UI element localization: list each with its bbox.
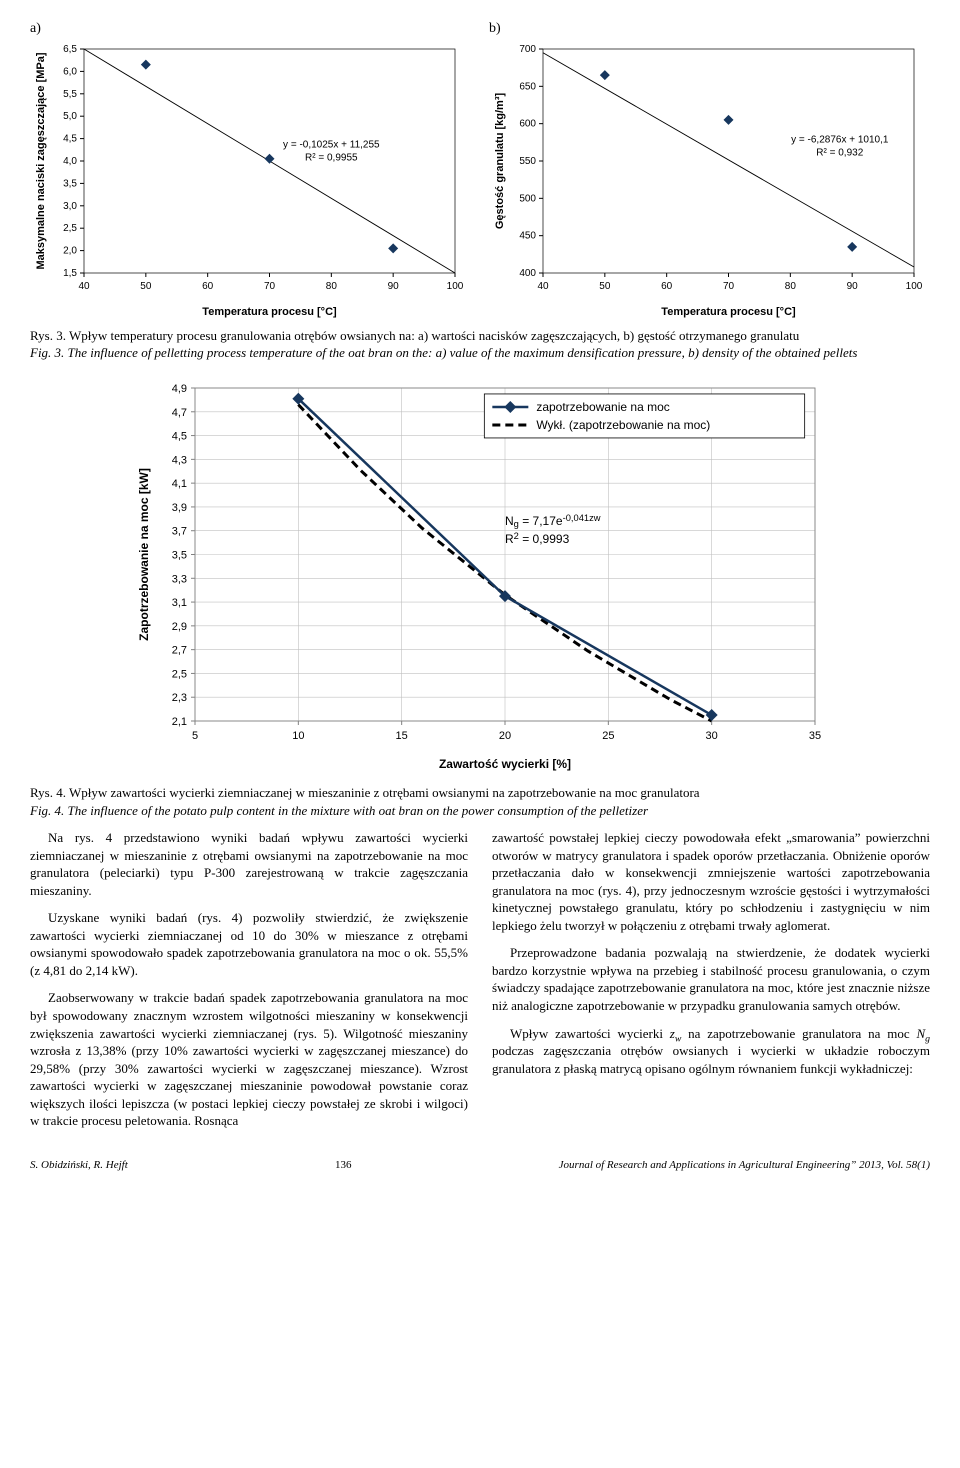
svg-text:80: 80	[785, 281, 797, 292]
svg-text:Zawartość wycierki [%]: Zawartość wycierki [%]	[439, 757, 571, 771]
svg-text:zapotrzebowanie na moc: zapotrzebowanie na moc	[536, 400, 669, 414]
svg-text:50: 50	[140, 281, 152, 292]
svg-text:y = -6,2876x + 1010,1: y = -6,2876x + 1010,1	[791, 134, 889, 145]
svg-text:35: 35	[809, 730, 821, 742]
svg-text:15: 15	[396, 730, 408, 742]
svg-text:100: 100	[906, 281, 923, 292]
fig3-caption-pl: Rys. 3. Wpływ temperatury procesu granul…	[30, 328, 799, 343]
svg-text:3,1: 3,1	[172, 597, 187, 609]
chart-b-svg: 40 50 60 70 80 90 100 400 450 500 550 600 650 700 Temp…	[489, 41, 924, 321]
svg-text:Wykł. (zapotrzebowanie na moc): Wykł. (zapotrzebowanie na moc)	[536, 418, 710, 432]
svg-text:40: 40	[78, 281, 90, 292]
svg-text:R² = 0,932: R² = 0,932	[816, 147, 863, 158]
svg-text:10: 10	[292, 730, 304, 742]
page-number: 136	[323, 1158, 363, 1173]
svg-text:y = -0,1025x + 11,255: y = -0,1025x + 11,255	[283, 139, 380, 150]
svg-text:550: 550	[519, 156, 536, 167]
figure-4-wrap: 2,1 2,3 2,5 2,7 2,9 3,1 3,3 3,5 3,7 3,9 4,1 4,3 4,5 4…	[30, 376, 930, 776]
paragraph-3: Zaobserwowany w trakcie badań spadek zap…	[30, 989, 468, 1129]
svg-text:2,0: 2,0	[63, 245, 77, 256]
svg-text:450: 450	[519, 231, 536, 242]
svg-text:4,5: 4,5	[63, 133, 77, 144]
svg-text:Gęstość granulatu [kg/m³]: Gęstość granulatu [kg/m³]	[494, 92, 506, 229]
body-columns: Na rys. 4 przedstawiono wyniki badań wpł…	[30, 829, 930, 1130]
svg-text:5,5: 5,5	[63, 89, 77, 100]
figure-4-caption: Rys. 4. Wpływ zawartości wycierki ziemni…	[30, 784, 930, 819]
svg-text:4,3: 4,3	[172, 454, 187, 466]
svg-text:3,9: 3,9	[172, 502, 187, 514]
svg-text:40: 40	[537, 281, 549, 292]
svg-text:80: 80	[326, 281, 338, 292]
panel-label-b: b)	[489, 20, 930, 39]
svg-text:5: 5	[192, 730, 198, 742]
svg-text:60: 60	[661, 281, 673, 292]
svg-text:90: 90	[388, 281, 400, 292]
chart-4-svg: 2,1 2,3 2,5 2,7 2,9 3,1 3,3 3,5 3,7 3,9 4,1 4,3 4,5 4…	[130, 376, 830, 776]
svg-text:25: 25	[602, 730, 614, 742]
svg-text:2,7: 2,7	[172, 645, 187, 657]
paragraph-2: Uzyskane wyniki badań (rys. 4) pozwoliły…	[30, 909, 468, 979]
paragraph-4: zawartość powstałej lepkiej cieczy powod…	[492, 829, 930, 934]
svg-text:Maksymalne naciski zagęszczają: Maksymalne naciski zagęszczające [MPa]	[35, 52, 47, 269]
svg-text:Zapotrzebowanie na moc [kW]: Zapotrzebowanie na moc [kW]	[137, 468, 151, 641]
svg-text:3,5: 3,5	[63, 178, 77, 189]
figure-3-row: a) 40 50 60 70 80 90 100 1,5 2,0 2,5 3,0 3,5 4,0 4,5 5…	[30, 20, 930, 321]
svg-text:700: 700	[519, 44, 536, 55]
svg-text:2,5: 2,5	[172, 668, 187, 680]
svg-text:4,1: 4,1	[172, 478, 187, 490]
svg-text:2,1: 2,1	[172, 716, 187, 728]
figure-3a: a) 40 50 60 70 80 90 100 1,5 2,0 2,5 3,0 3,5 4,0 4,5 5…	[30, 20, 471, 321]
svg-text:R² = 0,9955: R² = 0,9955	[305, 152, 358, 163]
footer-authors: S. Obidziński, R. Hejft	[30, 1158, 128, 1173]
svg-text:Temperatura procesu [°C]: Temperatura procesu [°C]	[661, 306, 796, 318]
svg-text:650: 650	[519, 81, 536, 92]
paragraph-5: Przeprowadzone badania pozwalają na stwi…	[492, 944, 930, 1014]
svg-text:Temperatura procesu [°C]: Temperatura procesu [°C]	[202, 306, 337, 318]
paragraph-1: Na rys. 4 przedstawiono wyniki badań wpł…	[30, 829, 468, 899]
fig4-caption-en: Fig. 4. The influence of the potato pulp…	[30, 803, 648, 818]
fig4-caption-pl: Rys. 4. Wpływ zawartości wycierki ziemni…	[30, 785, 700, 800]
page-footer: S. Obidziński, R. Hejft 136 Journal of R…	[30, 1158, 930, 1173]
svg-text:50: 50	[599, 281, 611, 292]
svg-text:5,0: 5,0	[63, 111, 77, 122]
figure-3b: b) 40 50 60 70 80 90 100 400 450 500 550 600 650 700 T…	[489, 20, 930, 321]
fig3-caption-en: Fig. 3. The influence of pelletting proc…	[30, 345, 857, 360]
svg-text:4,9: 4,9	[172, 383, 187, 395]
svg-text:70: 70	[723, 281, 735, 292]
svg-text:4,7: 4,7	[172, 407, 187, 419]
svg-text:4,5: 4,5	[172, 431, 187, 443]
svg-text:600: 600	[519, 119, 536, 130]
svg-text:20: 20	[499, 730, 511, 742]
svg-text:400: 400	[519, 268, 536, 279]
svg-text:2,9: 2,9	[172, 621, 187, 633]
footer-journal: Journal of Research and Applications in …	[559, 1158, 930, 1173]
svg-text:60: 60	[202, 281, 214, 292]
svg-text:90: 90	[847, 281, 859, 292]
svg-text:30: 30	[706, 730, 718, 742]
svg-text:3,5: 3,5	[172, 549, 187, 561]
svg-text:70: 70	[264, 281, 276, 292]
svg-text:3,3: 3,3	[172, 573, 187, 585]
svg-text:2,5: 2,5	[63, 223, 77, 234]
svg-text:4,0: 4,0	[63, 156, 77, 167]
svg-text:6,5: 6,5	[63, 44, 77, 55]
chart-a-svg: 40 50 60 70 80 90 100 1,5 2,0 2,5 3,0 3,5 4,0 4,5 5,0 5…	[30, 41, 465, 321]
svg-text:2,3: 2,3	[172, 692, 187, 704]
svg-text:100: 100	[447, 281, 464, 292]
svg-text:500: 500	[519, 193, 536, 204]
figure-3-caption: Rys. 3. Wpływ temperatury procesu granul…	[30, 327, 930, 362]
svg-text:1,5: 1,5	[63, 268, 77, 279]
svg-text:3,7: 3,7	[172, 526, 187, 538]
svg-text:6,0: 6,0	[63, 66, 77, 77]
svg-text:3,0: 3,0	[63, 201, 77, 212]
panel-label-a: a)	[30, 20, 471, 39]
paragraph-6: Wpływ zawartości wycierki zw na zapotrze…	[492, 1025, 930, 1078]
